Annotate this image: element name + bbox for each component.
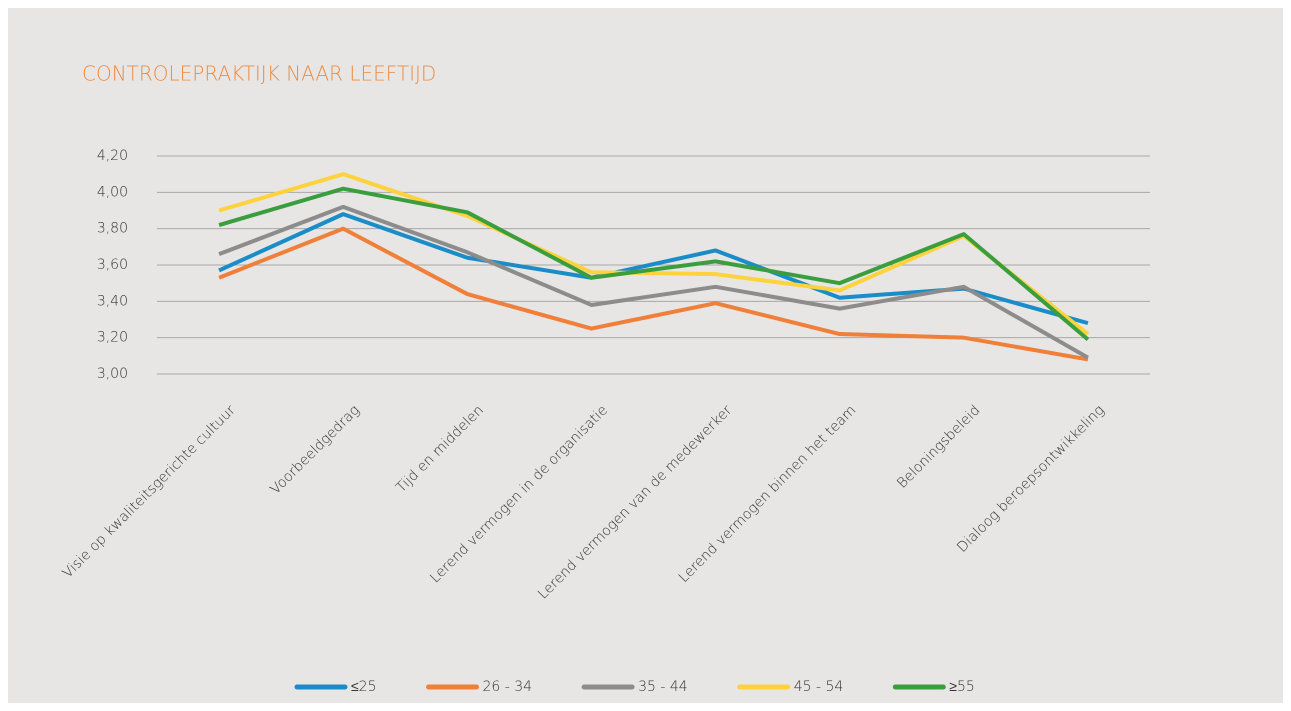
legend-label: 45 - 54 bbox=[794, 679, 844, 695]
legend-label: ≥55 bbox=[949, 679, 975, 695]
y-tick-label: 4,20 bbox=[97, 148, 128, 164]
chart-title: CONTROLEPRAKTIJK NAAR LEEFTIJD bbox=[82, 62, 436, 86]
series-line bbox=[218, 226, 1089, 362]
y-tick-label: 4,00 bbox=[97, 184, 128, 200]
series-line bbox=[218, 204, 1089, 360]
y-tick-label: 3,00 bbox=[97, 366, 128, 382]
legend-label: ≤25 bbox=[351, 679, 377, 695]
legend-label: 35 - 44 bbox=[638, 679, 688, 695]
legend-label: 26 - 34 bbox=[483, 679, 533, 695]
background bbox=[8, 8, 1283, 703]
series-line bbox=[218, 172, 1090, 336]
y-tick-label: 3,80 bbox=[97, 221, 128, 237]
series-line bbox=[218, 186, 1090, 342]
y-tick-label: 3,40 bbox=[97, 293, 128, 309]
y-tick-label: 3,20 bbox=[97, 330, 128, 346]
y-tick-label: 3,60 bbox=[97, 257, 128, 273]
